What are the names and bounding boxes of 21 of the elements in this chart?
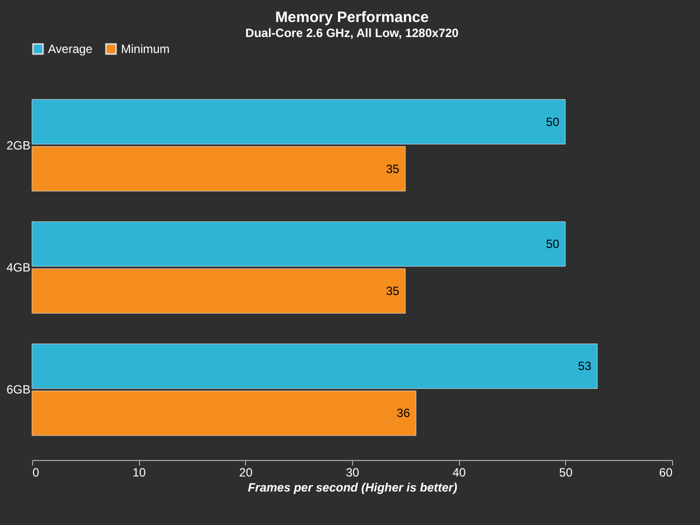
x-tick-label: 30	[346, 466, 360, 480]
data-label: 50	[546, 114, 560, 129]
data-label: 50	[546, 236, 560, 251]
legend-label: Minimum	[121, 42, 170, 56]
x-tick-label: 10	[132, 466, 146, 480]
data-label: 36	[396, 406, 410, 420]
legend-label: Average	[48, 42, 93, 56]
x-tick-label: 50	[559, 466, 573, 480]
chart-subtitle: Dual-Core 2.6 GHz, All Low, 1280x720	[245, 26, 459, 40]
chart-title: Memory Performance	[275, 9, 429, 26]
y-tick-label: 6GB	[6, 382, 30, 397]
x-tick-label: 60	[659, 466, 673, 480]
x-axis-title: Frames per second (Higher is better)	[248, 480, 458, 494]
y-tick-label: 2GB	[6, 138, 30, 152]
y-tick-label: 4GB	[6, 260, 30, 274]
data-label: 53	[578, 359, 592, 374]
data-label: 35	[386, 284, 400, 298]
x-tick-label: 20	[239, 466, 253, 480]
data-label: 35	[386, 162, 400, 176]
x-tick-label: 0	[32, 466, 40, 480]
x-tick-label: 40	[452, 466, 466, 480]
